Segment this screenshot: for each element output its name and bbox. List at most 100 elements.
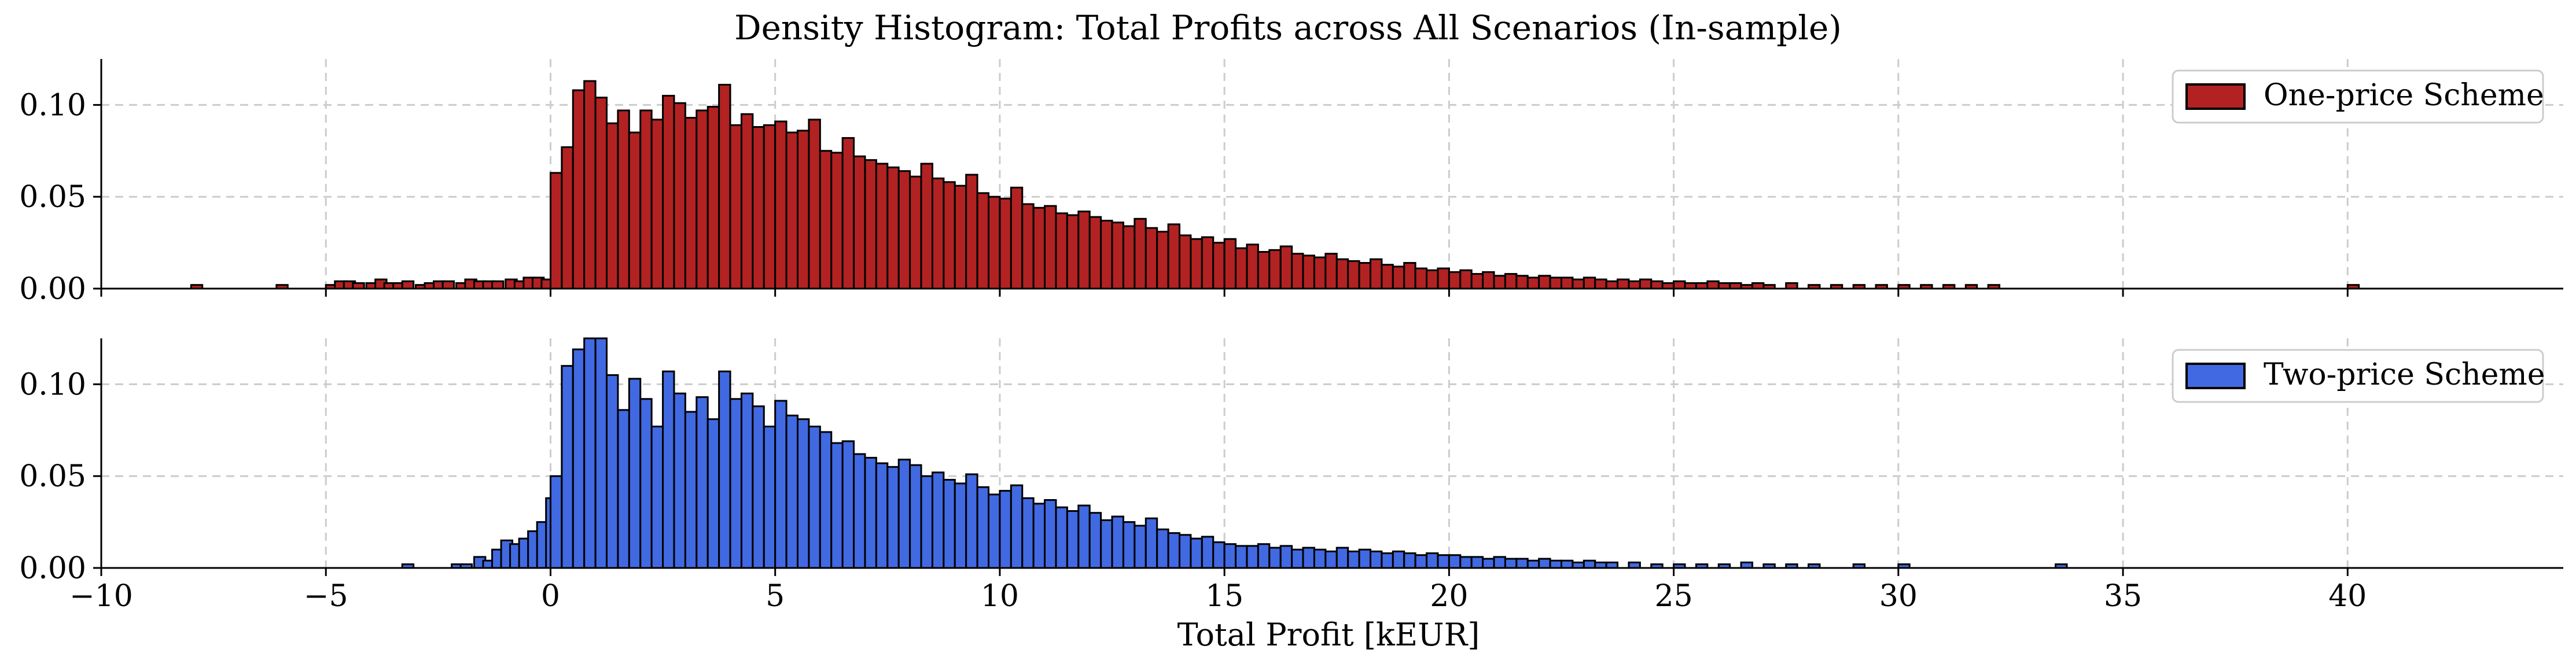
- top-histogram-bar: [1493, 275, 1506, 290]
- top-histogram-bar: [785, 131, 799, 290]
- top-histogram-bar: [1032, 206, 1046, 290]
- top-histogram-bar: [1594, 278, 1607, 290]
- bottom-histogram-bar: [1246, 545, 1259, 569]
- top-histogram-bar: [1549, 276, 1562, 290]
- top-axes: 0.00 0.05 0.10: [19, 59, 2563, 307]
- top-histogram-bar: [752, 126, 765, 290]
- bottom-histogram-bar: [988, 493, 1001, 569]
- bottom-histogram-bar: [1167, 532, 1181, 569]
- bottom-histogram-bar: [583, 337, 597, 569]
- bottom-x-tick-label: 15: [1205, 579, 1243, 614]
- bottom-histogram-bar: [684, 411, 698, 569]
- bottom-histogram-bar: [549, 475, 563, 569]
- bottom-x-tick-label: −10: [69, 579, 133, 614]
- top-histogram-bar: [1010, 186, 1024, 290]
- bottom-histogram-bar: [808, 425, 821, 569]
- top-histogram-bar: [808, 119, 821, 290]
- top-histogram-bar: [763, 124, 777, 290]
- top-histogram-bar: [1100, 219, 1113, 290]
- bottom-histogram-bar: [673, 392, 686, 569]
- top-histogram-bar: [650, 119, 664, 290]
- bottom-legend: Two-price Scheme: [2172, 349, 2545, 403]
- top-histogram-bar: [1369, 258, 1383, 290]
- bottom-histogram-bar: [1392, 550, 1405, 569]
- top-legend-box: [2172, 69, 2544, 124]
- bottom-histogram-bar: [830, 442, 844, 569]
- bottom-histogram-bar: [886, 466, 900, 569]
- top-histogram-bar: [441, 280, 455, 290]
- bottom-histogram-bar: [594, 337, 608, 569]
- bottom-histogram-bar: [976, 486, 990, 569]
- bottom-histogram-bar: [797, 418, 810, 569]
- bottom-histogram-bar: [1482, 558, 1495, 569]
- top-histogram-bar: [920, 163, 933, 290]
- bottom-histogram-bar: [1156, 528, 1169, 569]
- top-histogram-bar: [976, 192, 990, 290]
- bottom-histogram-bar: [1212, 541, 1226, 569]
- bottom-histogram-bar: [1426, 552, 1439, 569]
- bottom-histogram-bar: [1313, 548, 1327, 569]
- bottom-histogram-bar: [853, 453, 866, 569]
- top-histogram-bar: [797, 130, 810, 290]
- bottom-histogram-bar: [1100, 519, 1113, 569]
- bottom-histogram-bar: [1470, 556, 1484, 569]
- top-histogram-bar: [1403, 262, 1416, 290]
- bottom-histogram-bar: [1414, 554, 1428, 569]
- bottom-histogram-bar: [1077, 504, 1091, 569]
- top-histogram-bar: [401, 280, 415, 290]
- top-legend: One-price Scheme: [2172, 69, 2544, 124]
- top-histogram-bar: [729, 124, 742, 290]
- bottom-histogram-bar: [617, 409, 630, 569]
- top-histogram-bar: [1021, 203, 1035, 290]
- top-histogram-bar: [875, 163, 889, 290]
- bottom-histogram-bar: [1526, 559, 1540, 569]
- top-histogram-bar: [673, 102, 686, 290]
- top-y-tick-label: 0.05: [19, 180, 86, 215]
- bottom-histogram-bar: [740, 392, 754, 569]
- top-histogram-bar: [572, 89, 586, 290]
- top-histogram-bar: [1111, 222, 1124, 290]
- top-histogram-bar: [1313, 256, 1327, 290]
- bottom-x-tick-label: 10: [981, 579, 1019, 614]
- bottom-x-tick-label: 5: [766, 579, 785, 614]
- bottom-histogram-bar: [931, 471, 945, 569]
- top-histogram-bar: [1459, 269, 1473, 290]
- bottom-histogram-bar: [1335, 547, 1349, 569]
- top-histogram-bar: [1706, 280, 1720, 290]
- top-histogram-bar: [1347, 260, 1360, 290]
- top-histogram-bar: [954, 184, 967, 290]
- top-histogram-bar: [1167, 223, 1181, 290]
- top-histogram-bar: [1044, 205, 1057, 290]
- bottom-histogram-bar: [1324, 550, 1338, 569]
- bottom-histogram-bar: [1448, 554, 1462, 569]
- top-y-tick-label: 0.00: [19, 272, 86, 307]
- bottom-histogram-bar: [1583, 559, 1596, 569]
- top-histogram-bar: [1628, 280, 1641, 290]
- top-histogram-bar: [1335, 258, 1349, 290]
- top-histogram-bar: [943, 181, 956, 290]
- top-histogram-bar: [583, 80, 597, 290]
- bottom-axes: 0.00 0.05 0.10 −10 −5 0 5 10 15 20 25 30 35 40: [19, 338, 2563, 614]
- top-histogram-bar: [1414, 267, 1428, 290]
- x-axis-label: Total Profit [kEUR]: [1177, 617, 1480, 653]
- top-histogram-bar: [1448, 271, 1462, 290]
- bottom-histogram-bar: [1044, 499, 1057, 569]
- bottom-y-tick-label: 0.10: [19, 367, 86, 402]
- bottom-histogram-bar: [729, 398, 742, 569]
- top-histogram-bar: [853, 155, 866, 290]
- top-histogram-bar: [706, 106, 720, 290]
- bottom-histogram-bar: [1549, 559, 1562, 569]
- bottom-histogram-bar: [639, 398, 653, 569]
- bottom-histogram-bar: [909, 464, 922, 569]
- bottom-x-tick-label: 25: [1655, 579, 1693, 614]
- bottom-histogram-bar: [1381, 552, 1394, 569]
- bottom-histogram-bar: [1560, 559, 1574, 569]
- bottom-x-tick-label: 40: [2328, 579, 2367, 614]
- bottom-grid: [100, 338, 2563, 568]
- top-histogram-bar: [1291, 253, 1304, 290]
- bottom-histogram-bar: [1066, 510, 1080, 569]
- bottom-histogram-bar: [1223, 543, 1237, 569]
- bottom-histogram-bar: [1291, 548, 1304, 569]
- top-histogram-bar: [965, 174, 978, 290]
